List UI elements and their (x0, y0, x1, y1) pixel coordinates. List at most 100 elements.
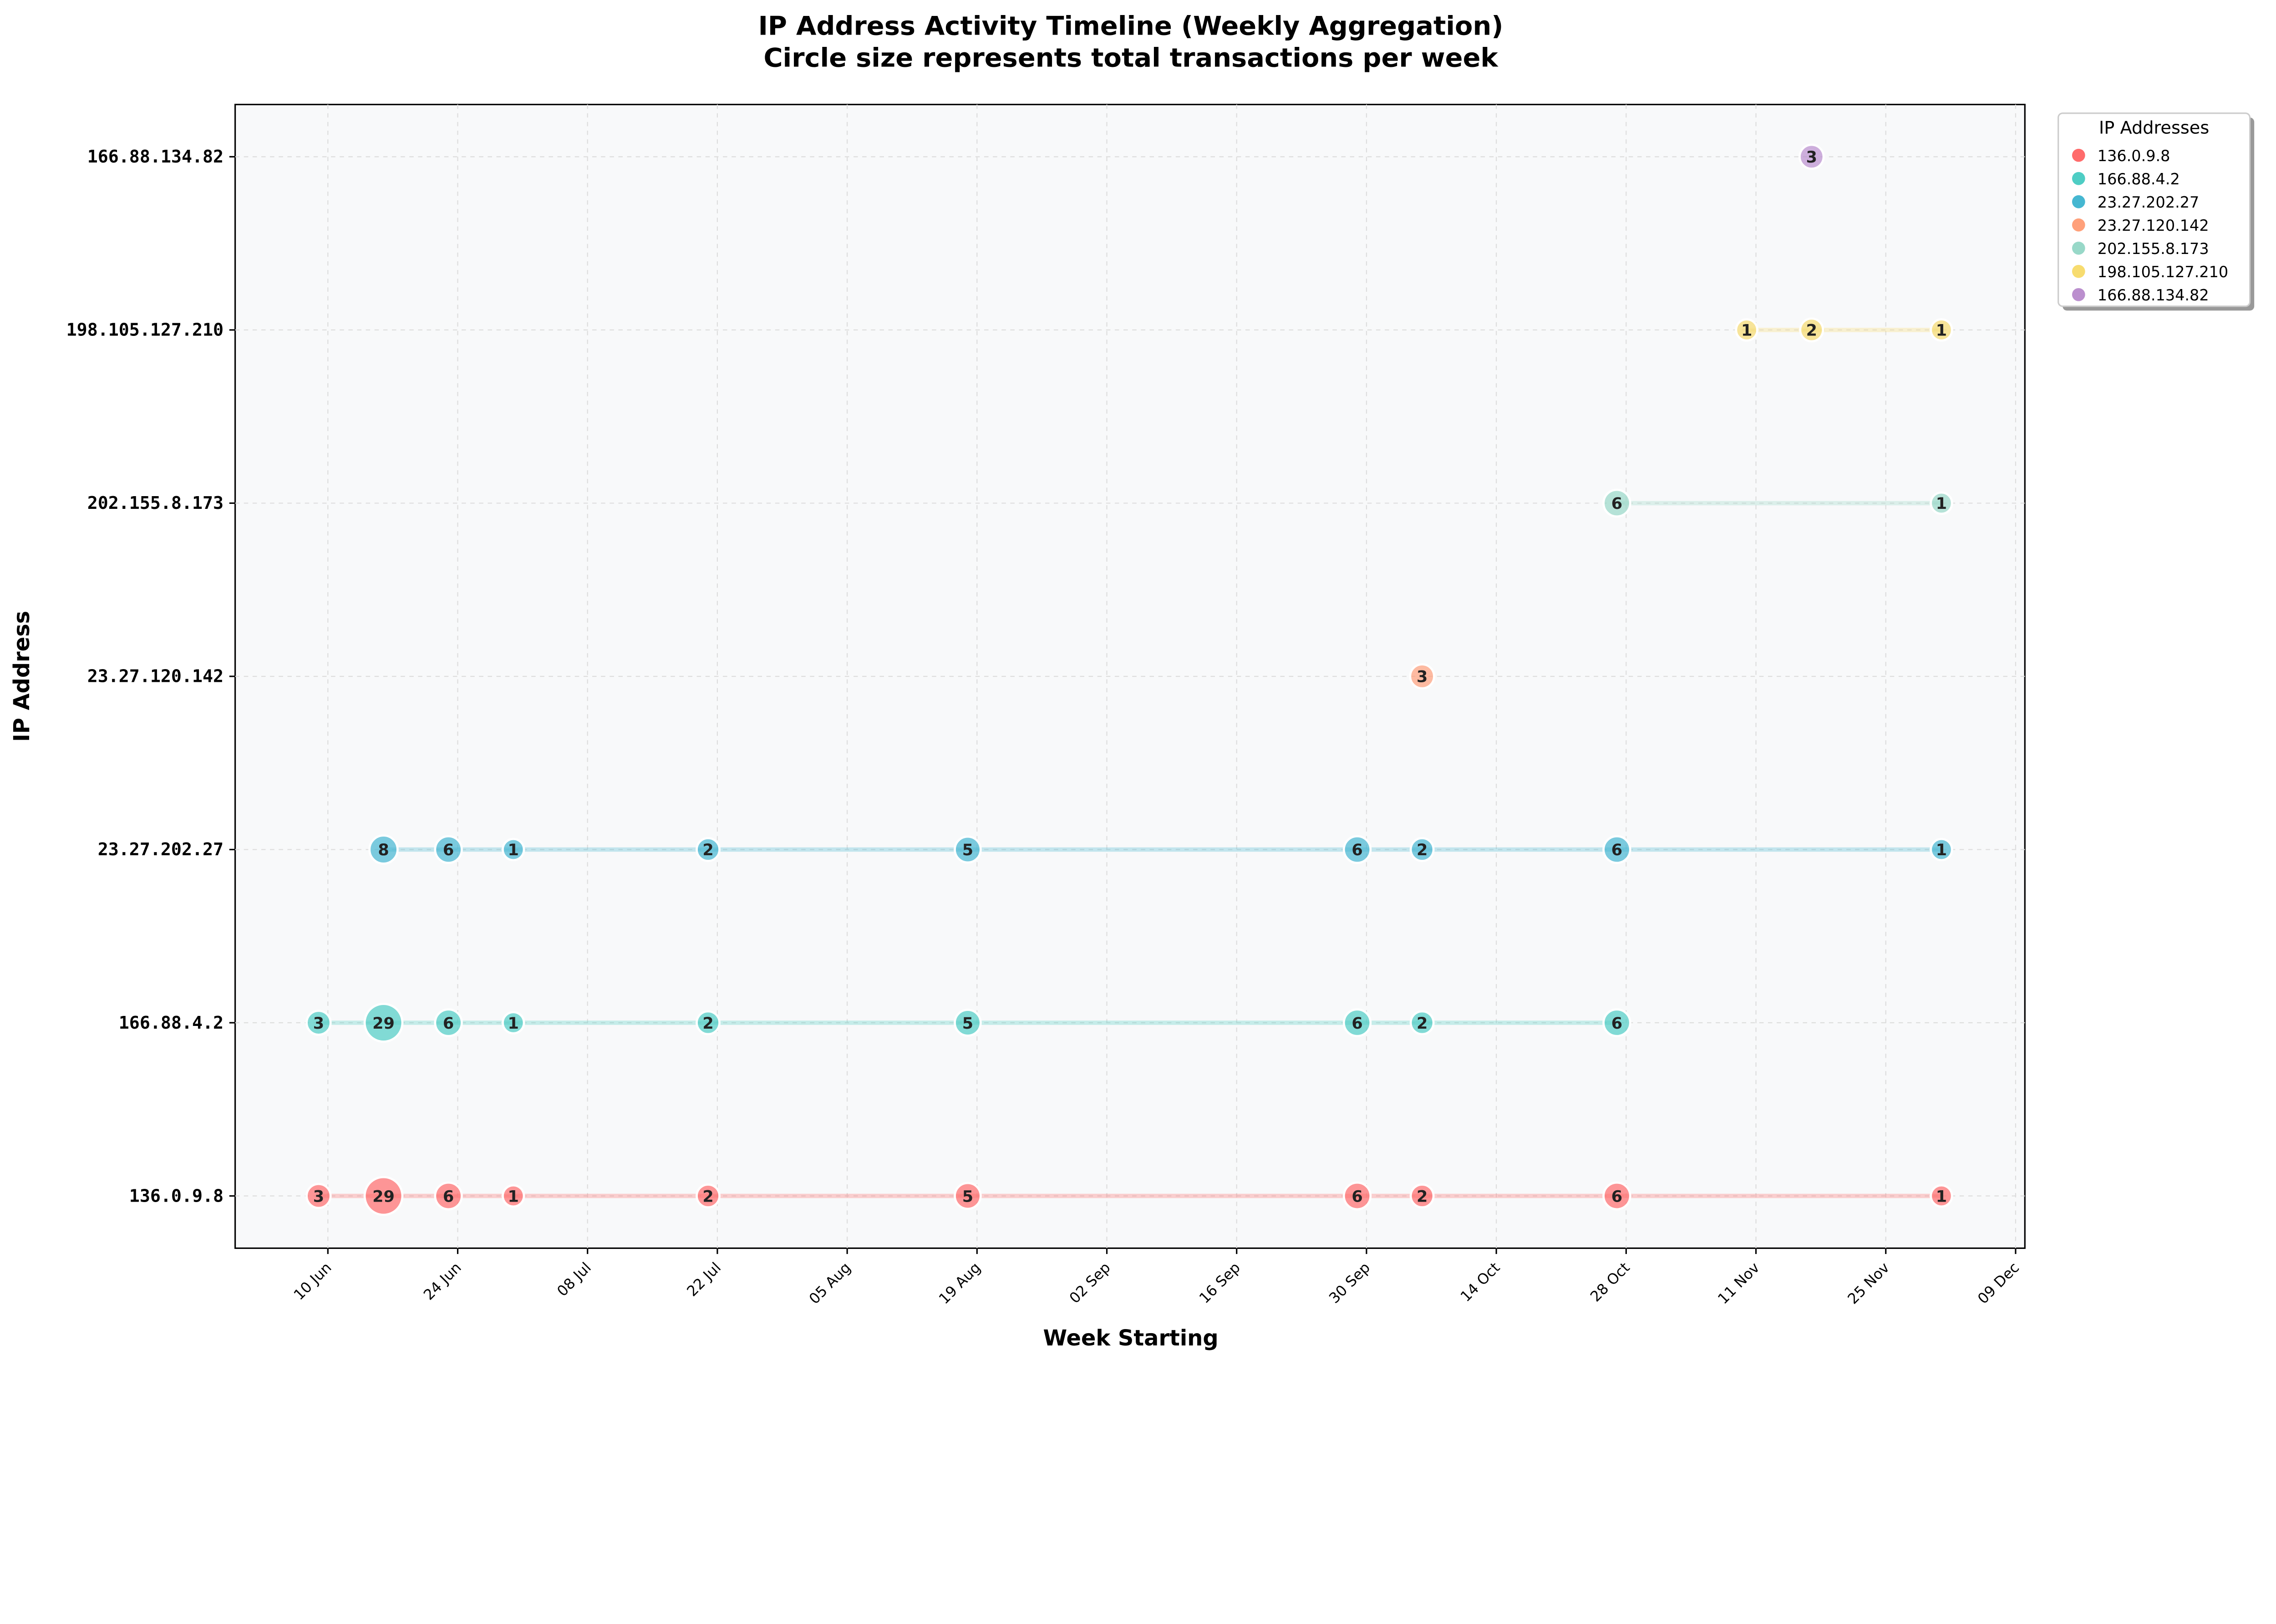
data-label: 1 (1741, 321, 1752, 340)
data-label: 6 (1351, 1014, 1362, 1033)
data-point (1409, 1183, 1435, 1208)
data-label: 1 (508, 841, 519, 859)
data-label: 1 (1936, 494, 1947, 513)
legend-marker (2072, 264, 2085, 278)
legend-title: IP Addresses (2099, 117, 2209, 138)
data-label: 6 (443, 1014, 454, 1033)
data-label: 2 (1806, 321, 1817, 340)
data-point (696, 1010, 721, 1035)
data-label: 29 (372, 1187, 395, 1206)
data-point (1930, 318, 1953, 342)
data-point (1409, 1010, 1435, 1035)
data-label: 29 (372, 1014, 395, 1033)
legend-entry: 23.27.120.142 (2098, 217, 2209, 234)
data-label: 2 (702, 1014, 713, 1033)
y-axis: 136.0.9.8 166.88.4.2 23.27.202.27 23.27.120… (66, 147, 235, 1206)
y-tick-label: 23.27.202.27 (98, 839, 224, 860)
legend-box (2058, 112, 2251, 307)
data-label: 3 (313, 1187, 324, 1206)
legend-entry: 202.155.8.173 (2098, 240, 2209, 258)
data-point (363, 1176, 404, 1216)
data-point (1602, 488, 1631, 518)
chart-subtitle: Circle size represents total transaction… (763, 43, 1499, 73)
grid (235, 104, 2025, 1248)
data-point (1409, 663, 1435, 690)
data-label: 6 (443, 841, 454, 859)
data-point (502, 837, 525, 862)
data-point (434, 1008, 463, 1037)
legend-marker (2072, 172, 2085, 185)
data-point (1930, 491, 1953, 515)
data-point (954, 1182, 982, 1210)
data-point (368, 834, 399, 865)
data-point (696, 1183, 721, 1208)
data-label: 3 (313, 1014, 324, 1033)
data-label: 6 (1611, 494, 1622, 513)
data-label: 5 (962, 841, 973, 859)
data-point (1798, 143, 1825, 170)
data-point (696, 837, 721, 862)
legend: IP Addresses 136.0.9.8 166.88.4.2 23.27.20… (2058, 112, 2255, 311)
data-label: 6 (1351, 1187, 1362, 1206)
data-label: 2 (702, 841, 713, 859)
y-tick-label: 202.155.8.173 (87, 493, 224, 513)
y-tick-label: 198.105.127.210 (66, 320, 224, 340)
data-point (502, 1184, 525, 1208)
data-point (1602, 835, 1631, 864)
data-label: 2 (1417, 1187, 1428, 1206)
data-point (434, 1181, 463, 1211)
legend-entry: 166.88.4.2 (2098, 170, 2180, 188)
data-label: 6 (1351, 841, 1362, 859)
data-point (1735, 318, 1758, 342)
data-label: 1 (508, 1014, 519, 1033)
data-point (305, 1182, 332, 1209)
plot-area (234, 103, 2026, 1249)
data-label: 3 (1417, 668, 1428, 686)
data-label: 1 (1936, 841, 1947, 859)
legend-entry: 166.88.134.82 (2098, 286, 2209, 304)
data-label: 8 (378, 841, 389, 859)
y-tick-label: 166.88.134.82 (87, 147, 224, 167)
data-label: 1 (508, 1187, 519, 1206)
data-point (1342, 1181, 1372, 1211)
data-point (1342, 1008, 1372, 1037)
legend-marker (2072, 241, 2085, 255)
data-label: 6 (1611, 1187, 1622, 1206)
legend-entry: 23.27.202.27 (2098, 193, 2200, 211)
y-tick-label: 166.88.4.2 (119, 1013, 224, 1033)
legend-entry: 136.0.9.8 (2098, 147, 2170, 165)
legend-marker (2072, 218, 2085, 232)
data-point (1930, 837, 1953, 862)
chart-title: IP Address Activity Timeline (Weekly Agg… (758, 11, 1504, 41)
data-point (1602, 1181, 1631, 1211)
data-label: 2 (702, 1187, 713, 1206)
data-label: 6 (443, 1187, 454, 1206)
data-point (363, 1003, 404, 1043)
data-point (1799, 317, 1824, 343)
data-label: 5 (962, 1014, 973, 1033)
data-label: 1 (1936, 321, 1947, 340)
data-label: 3 (1806, 148, 1817, 167)
data-point (434, 835, 463, 864)
data-point (1930, 1184, 1953, 1208)
data-point (502, 1011, 525, 1035)
data-point (1342, 835, 1372, 864)
data-label: 6 (1611, 1014, 1622, 1033)
legend-marker (2072, 148, 2085, 162)
y-tick-label: 136.0.9.8 (129, 1186, 224, 1206)
data-label: 2 (1417, 1014, 1428, 1033)
data-point (954, 835, 982, 864)
data-point (954, 1009, 982, 1037)
legend-marker (2072, 195, 2085, 208)
data-label: 2 (1417, 841, 1428, 859)
data-point (1409, 837, 1435, 862)
legend-entry: 198.105.127.210 (2098, 263, 2228, 281)
data-point (305, 1010, 332, 1036)
x-axis-label: Week Starting (1043, 1326, 1219, 1351)
data-label: 1 (1936, 1187, 1947, 1206)
ip-activity-chart: IP Address Activity Timeline (Weekly Agg… (9, 10, 2255, 1351)
data-label: 5 (962, 1187, 973, 1206)
legend-marker (2072, 288, 2085, 301)
series-points: 3 29 6 1 2 5 6 2 6 1 3 29 6 1 2 5 6 2 6 8 6 1 2 5 6 2 6 1 3 6 1 1 2 1 3 (305, 143, 1953, 1216)
data-label: 6 (1611, 841, 1622, 859)
